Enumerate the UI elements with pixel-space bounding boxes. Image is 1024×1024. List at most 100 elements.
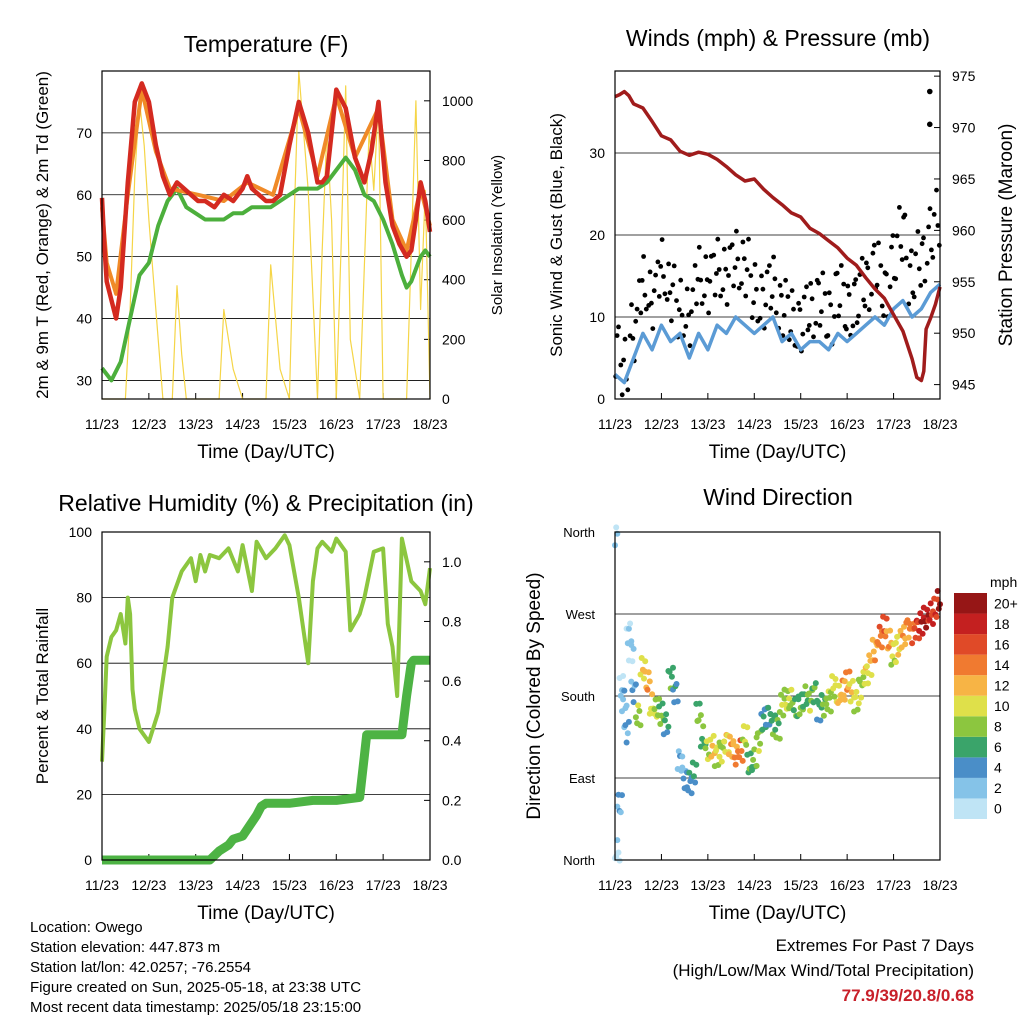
x-tick-label: 16/23 (319, 877, 354, 893)
direction-point (882, 633, 889, 640)
gust-point (671, 263, 677, 269)
direction-point (651, 706, 658, 713)
gust-point (936, 242, 942, 248)
gust-point (618, 362, 624, 368)
plot-border (614, 531, 941, 861)
y-tick-label: 100 (69, 524, 93, 540)
y2-tick-label: 0.0 (442, 852, 462, 868)
direction-point (827, 708, 834, 715)
direction-point (664, 729, 671, 736)
direction-point (916, 635, 923, 642)
gust-point (924, 260, 930, 266)
y-tick-label: 60 (76, 187, 92, 203)
direction-point (692, 779, 699, 786)
direction-point (688, 790, 695, 797)
direction-point (855, 700, 862, 707)
direction-point (923, 624, 930, 631)
direction-point (772, 712, 779, 719)
gust-point (760, 286, 766, 292)
direction-point (632, 681, 639, 688)
x-tick-label: 15/23 (783, 877, 818, 893)
gust-point (619, 392, 625, 398)
colorbar-label: 12 (994, 677, 1010, 693)
gust-point (806, 323, 812, 328)
y-tick-label: 70 (76, 125, 92, 141)
gust-point (662, 291, 668, 297)
direction-point (849, 677, 856, 684)
gust-point (692, 263, 698, 268)
direction-point (934, 588, 941, 594)
y-tick-label: 20 (76, 786, 92, 802)
gust-point (777, 283, 783, 288)
direction-point (613, 524, 620, 531)
gust-point (851, 281, 857, 287)
direction-point (630, 645, 637, 652)
direction-point (858, 694, 865, 701)
direction-point (753, 762, 760, 769)
direction-point (865, 680, 871, 687)
gust-point (921, 235, 926, 241)
colorbar-label: 4 (994, 760, 1002, 776)
gust-point (832, 314, 837, 319)
direction-point (738, 748, 745, 754)
gust-point (651, 288, 657, 294)
y2-tick-label: 1000 (442, 93, 473, 109)
chart-panel-3: Relative Humidity (%) & Precipitation (i… (33, 490, 474, 924)
colorbar-swatch (954, 716, 987, 737)
colorbar-swatch (954, 593, 987, 614)
gust-point (910, 290, 916, 296)
colorbar-label: 20+ (994, 595, 1018, 611)
gust-point (639, 278, 645, 283)
gust-point (927, 206, 933, 212)
gust-point (751, 300, 756, 306)
chart-panel-1: Temperature (F) Time (Day/UTC) 11/23 12/23 1… (33, 31, 506, 463)
direction-point (649, 691, 656, 698)
x-tick-label: 13/23 (178, 416, 213, 432)
direction-point (924, 606, 931, 613)
y-axis-label: Sonic Wind & Gust (Blue, Black) (547, 113, 566, 357)
x-tick-label: 11/23 (85, 877, 119, 893)
gust-point (800, 331, 806, 337)
gust-point (909, 248, 914, 254)
direction-point (615, 849, 622, 856)
gust-point (836, 313, 841, 319)
direction-point (846, 668, 853, 675)
direction-point (823, 701, 830, 708)
gust-point (838, 263, 844, 268)
location-text: Location: Owego (30, 919, 143, 936)
gust-point (871, 242, 877, 248)
direction-point (892, 659, 899, 666)
y2-tick-label: 600 (442, 212, 466, 228)
colorbar-swatch (954, 777, 987, 799)
x-axis-label: Time (Day/UTC) (197, 903, 335, 924)
x-tick-label: 16/23 (830, 416, 865, 432)
direction-point (646, 678, 653, 685)
plot-border (101, 70, 431, 400)
direction-point (675, 748, 682, 755)
gust-point (684, 286, 690, 292)
gust-point (706, 310, 711, 316)
direction-point (911, 625, 918, 632)
colorbar-label: 10 (994, 698, 1010, 714)
direction-point (863, 663, 870, 670)
direction-point (852, 694, 859, 701)
gust-point (772, 276, 778, 282)
direction-point (836, 682, 842, 689)
y-tick-label: 0 (84, 852, 92, 868)
direction-point (926, 616, 933, 623)
colorbar-label: 2 (994, 780, 1002, 796)
direction-point (625, 625, 632, 632)
gust-point (926, 224, 931, 230)
direction-point (826, 694, 833, 701)
station-info: Location: Owego Station elevation: 447.8… (30, 918, 361, 1018)
dewpoint-line (100, 155, 432, 383)
gust-point (819, 309, 824, 315)
y-tick-label: 40 (76, 721, 92, 737)
direction-point (620, 696, 627, 703)
gust-point (633, 318, 639, 324)
gust-point (899, 257, 905, 262)
gust-point (621, 357, 626, 363)
direction-point (744, 724, 751, 731)
direction-point (645, 669, 652, 676)
